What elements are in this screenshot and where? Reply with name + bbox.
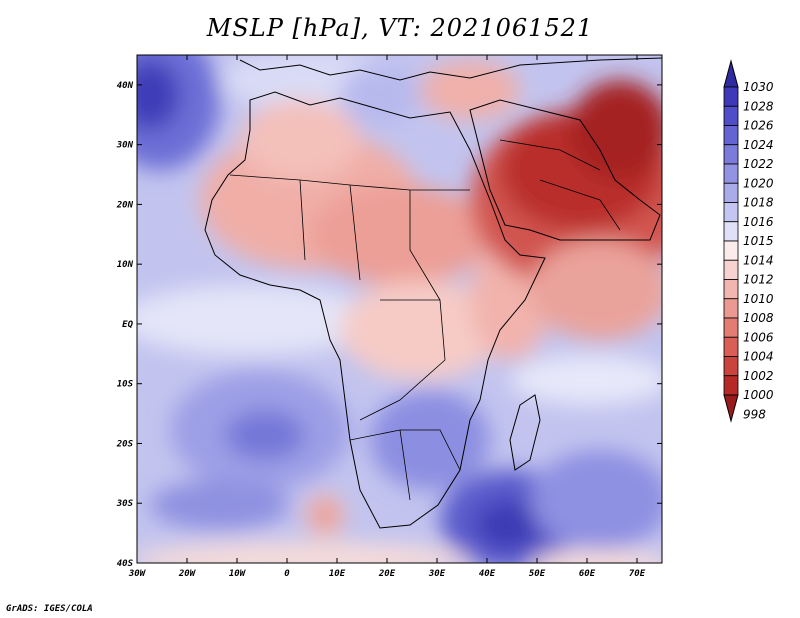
colorbar-label: 1026 [743,119,774,133]
map-title: MSLP [hPa], VT: 2021061521 [206,14,594,42]
colorbar-label: 1022 [743,157,774,171]
colorbar-swatch [723,259,739,280]
lon-tick-label: 50E [529,569,546,579]
colorbar-swatch [723,86,739,107]
colorbar-label: 1002 [743,369,774,383]
colorbar-swatch [723,202,739,223]
lat-tick-label: 20S [116,439,134,449]
lon-tick-label: 30W [128,569,147,579]
lon-tick-label: 10W [229,569,247,579]
colorbar-label: 998 [743,407,766,421]
colorbar-label: 1020 [743,176,774,190]
lat-tick-label: 30N [116,141,134,151]
colorbar-label: 1028 [743,99,774,113]
colorbar-swatch [723,105,739,126]
coastlines [204,57,662,529]
lon-tick-label: 30E [428,569,446,579]
arabia-outline [469,99,661,241]
colorbar-swatch [723,375,739,396]
colorbar-swatch [723,182,739,203]
lon-tick-label: 40E [479,569,496,579]
colorbar-label: 1018 [743,196,774,210]
colorbar-label: 1006 [743,330,774,344]
lat-tick-label: 40N [117,81,134,91]
lon-tick-label: 0 [284,569,290,579]
lon-tick-label: 10E [329,569,346,579]
colorbar-cap-bottom [723,394,739,423]
lon-tick-label: 70E [629,569,646,579]
lon-tick-label: 20W [178,569,197,579]
colorbar-swatch [723,221,739,242]
colorbar-swatch [723,317,739,338]
lon-tick-label: 60E [579,569,596,579]
lat-tick-label: 30S [116,499,134,509]
colorbar-label: 1015 [743,234,774,248]
border-central [299,179,446,421]
colorbar-label: 1004 [743,350,774,364]
colorbar-label: 1012 [743,273,774,287]
colorbar-label: 1030 [743,80,774,94]
colorbar-label: 1024 [743,138,774,152]
colorbar-swatch [723,336,739,357]
colorbar-label: 1014 [743,253,774,267]
colorbar-label: 1010 [743,292,774,306]
grads-credit: GrADS: IGES/COLA [6,604,93,614]
colorbar-label: 1008 [743,311,774,325]
lat-tick-label: 10N [117,260,134,270]
lat-tick-label: 40S [117,559,134,569]
colorbar-swatch [723,240,739,261]
colorbar: 1030 1028 1026 1024 1022 1020 1018 1016 1015 1014… [723,59,774,423]
lon-tick-label: 20E [378,569,396,579]
madagascar-outline [509,394,541,471]
colorbar-cap-top [723,59,739,88]
latitude-axis: 40N 30N 20N 10N EQ 10S 20S 30S 40S [116,81,662,569]
colorbar-swatch [723,356,739,377]
lat-tick-label: EQ [122,320,133,330]
colorbar-swatch [723,125,739,146]
border-arabia [499,139,621,231]
colorbar-label: 1000 [743,388,774,402]
pressure-field [137,55,662,563]
colorbar-label: 1016 [743,215,774,229]
border-south [349,429,461,501]
colorbar-swatch [723,144,739,165]
europe-outline [239,57,662,81]
colorbar-swatch [723,279,739,300]
longitude-axis: 30W 20W 10W 0 10E 20E 30E 40E 50E 60E 70E [128,55,646,579]
lat-tick-label: 10S [117,380,134,390]
colorbar-swatch [723,298,739,319]
lat-tick-label: 20N [116,200,134,210]
map-frame [136,54,663,564]
colorbar-swatch [723,163,739,184]
africa-outline [204,91,546,529]
